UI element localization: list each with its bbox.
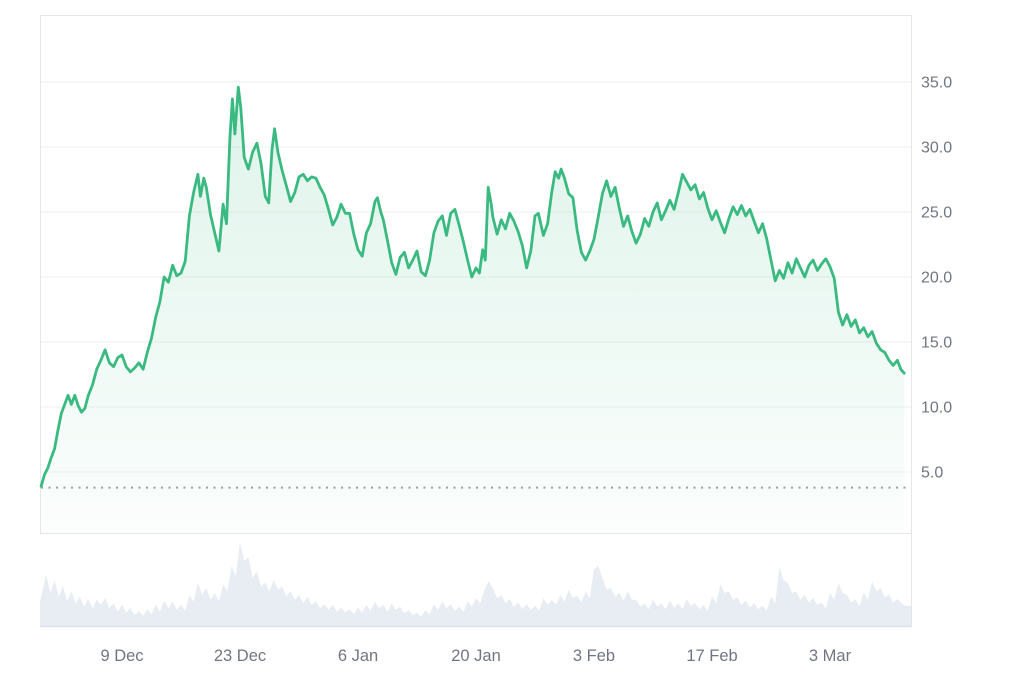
volume-area [40, 542, 911, 628]
x-axis-tick-label: 9 Dec [100, 647, 143, 665]
x-axis-tick-label: 6 Jan [338, 647, 378, 665]
x-axis-tick-label: 3 Mar [809, 647, 852, 665]
price-line-path [39, 85, 906, 488]
x-axis-labels: 9 Dec 23 Dec 6 Jan 20 Jan 3 Feb 17 Feb 3 Mar [100, 647, 851, 665]
y-axis-tick-label: 30.0 [921, 140, 952, 157]
y-axis-tick-label: 5.0 [921, 465, 943, 482]
y-axis-tick-label: 20.0 [921, 270, 952, 287]
price-line [39, 85, 906, 488]
y-axis-tick-label: 35.0 [921, 75, 952, 92]
y-axis-tick-label: 25.0 [921, 205, 952, 222]
x-axis-tick-label: 23 Dec [214, 647, 266, 665]
price-area-path [41, 87, 905, 533]
x-axis-tick-label: 17 Feb [686, 647, 737, 665]
y-axis-tick-label: 10.0 [921, 400, 952, 417]
y-axis-tick-label: 15.0 [921, 335, 952, 352]
x-axis-tick-label: 3 Feb [573, 647, 615, 665]
x-axis-tick-label: 20 Jan [451, 647, 501, 665]
y-axis-labels: 35.0 30.0 25.0 20.0 15.0 10.0 5.0 [921, 75, 952, 482]
volume-area-path [40, 542, 911, 627]
price-area-fill [41, 87, 905, 533]
chart-frame [40, 15, 912, 627]
